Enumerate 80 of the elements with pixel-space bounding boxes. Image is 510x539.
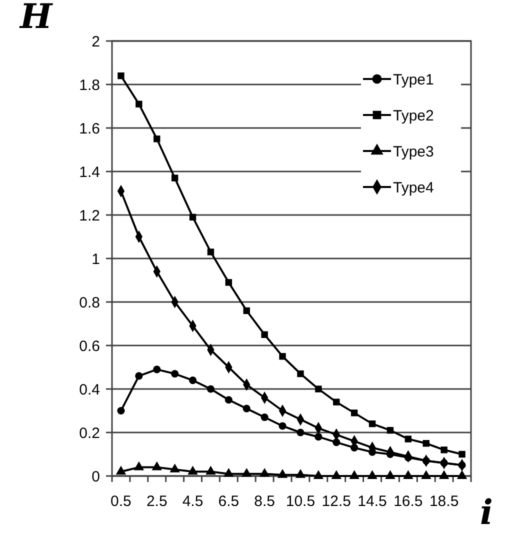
point	[332, 438, 340, 446]
point	[117, 406, 125, 415]
point	[403, 470, 414, 479]
point	[456, 470, 468, 479]
x-tick-label: 4.5	[182, 493, 204, 510]
point	[170, 464, 180, 472]
point	[225, 279, 232, 286]
y-axis-title: H	[19, 0, 54, 37]
point	[458, 450, 466, 458]
y-tick-label: 1	[92, 250, 100, 268]
point	[189, 214, 196, 221]
point	[404, 436, 412, 442]
point	[440, 446, 448, 454]
x-tick-label: 12.5	[322, 493, 351, 510]
y-tick-label: 0.6	[79, 338, 100, 355]
point	[118, 72, 124, 80]
y-tick-label: 2	[92, 33, 100, 50]
x-tick-label: 6.5	[218, 493, 240, 510]
point	[188, 376, 197, 384]
legend-label: Type3	[393, 143, 434, 160]
x-tick-label: 14.5	[358, 493, 387, 510]
point	[171, 174, 178, 182]
point	[154, 136, 160, 142]
x-tick-label: 8.5	[254, 493, 276, 510]
y-tick-label: 1.8	[79, 76, 100, 94]
legend-label: Type4	[393, 179, 434, 196]
point	[367, 470, 378, 479]
y-tick-label: 0.2	[79, 424, 100, 442]
point	[313, 470, 324, 479]
y-tick-label: 0.8	[79, 294, 100, 312]
point	[385, 470, 396, 479]
point	[207, 248, 214, 256]
point	[134, 461, 144, 470]
point	[277, 469, 288, 478]
x-tick-label: 2.5	[146, 493, 168, 510]
y-tick-label: 1.6	[79, 120, 100, 138]
point	[171, 370, 179, 378]
point	[421, 470, 432, 479]
point	[116, 466, 126, 475]
point	[153, 366, 161, 374]
point	[242, 404, 250, 412]
point	[206, 466, 216, 475]
point	[260, 413, 268, 422]
point	[422, 440, 430, 447]
point	[242, 468, 252, 477]
point	[296, 428, 304, 436]
point	[438, 470, 450, 479]
y-tick-label: 0.4	[79, 381, 100, 398]
y-tick-label: 0	[92, 468, 100, 486]
point	[315, 386, 322, 392]
point	[350, 410, 358, 416]
point	[206, 385, 215, 393]
point	[224, 468, 234, 477]
point	[297, 370, 304, 378]
point	[136, 100, 142, 108]
x-axis-title: i	[480, 493, 493, 533]
point	[259, 468, 270, 477]
point	[333, 398, 340, 406]
point	[135, 372, 143, 380]
point	[243, 307, 250, 314]
point	[188, 466, 198, 475]
point	[349, 470, 360, 479]
point	[261, 331, 268, 338]
point	[278, 422, 286, 430]
y-tick-label: 1.2	[79, 207, 100, 224]
x-tick-label: 0.5	[110, 493, 132, 510]
point	[152, 461, 162, 470]
x-tick-label: 10.5	[286, 493, 316, 510]
point	[386, 426, 394, 434]
point	[279, 353, 286, 360]
point	[295, 469, 306, 478]
x-tick-label: 16.5	[394, 493, 423, 510]
legend-label: Type1	[393, 71, 434, 88]
point	[314, 433, 322, 441]
point	[224, 396, 232, 404]
point	[331, 470, 342, 479]
point	[368, 420, 376, 428]
y-tick-label: 1.4	[79, 164, 100, 181]
x-tick-label: 18.5	[429, 493, 459, 510]
legend-label: Type2	[393, 107, 434, 124]
